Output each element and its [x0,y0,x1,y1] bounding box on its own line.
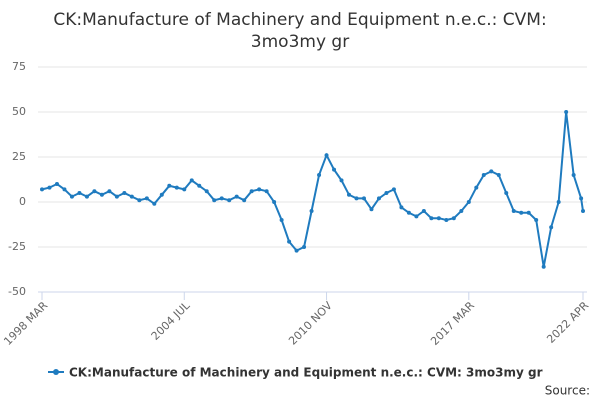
y-tick-label: -50 [8,285,26,298]
y-tick-label: 0 [19,195,26,208]
point [571,173,576,177]
point [197,183,202,188]
point [406,210,411,215]
point [534,218,539,222]
point [47,185,52,190]
legend-marker [53,369,59,375]
point [556,200,561,204]
point [436,216,441,221]
y-tick-label: 75 [12,60,26,73]
point [54,182,59,186]
point [481,173,486,177]
point [511,209,516,213]
y-tick-label: -25 [8,240,26,253]
point [399,205,404,210]
point [219,196,224,201]
point [526,210,531,215]
y-tick-label: 25 [12,150,26,163]
point [234,194,239,199]
point [421,209,426,213]
point [376,196,381,201]
point [99,192,104,197]
point [489,169,494,174]
legend-label: CK:Manufacture of Machinery and Equipmen… [69,366,543,380]
point [361,196,366,201]
point [309,209,314,213]
point [189,178,194,183]
point [152,201,157,206]
point [332,167,337,172]
point [504,191,509,195]
point [474,185,479,190]
point [167,183,172,188]
point [579,196,584,201]
source: Source: [545,384,590,398]
y-tick-label: 50 [12,105,26,118]
point [77,191,82,195]
x-tick-label: 2010 NOV [286,299,335,348]
point [129,194,134,199]
x-tick-label: 2022 APR [544,299,591,346]
point [369,207,374,212]
x-tick-label: 2017 MAR [428,299,477,348]
point [541,264,546,269]
point [339,178,344,183]
point [444,218,449,222]
point [159,192,164,197]
x-tick-label: 2004 JUL [149,298,193,342]
point [212,198,217,203]
point [391,187,396,192]
point [272,200,277,204]
point [227,198,232,203]
point [40,187,44,192]
point [549,225,554,230]
point [414,214,419,219]
point [62,187,67,192]
point [564,110,569,114]
point [317,173,322,177]
point [429,216,434,221]
point [257,187,262,192]
point [459,209,464,213]
point [519,210,524,215]
point [451,216,456,221]
point [107,189,112,194]
point [581,209,585,213]
point [137,198,142,203]
point [294,248,299,253]
point [324,153,329,158]
point [84,194,89,199]
point [354,196,359,201]
chart-title: CK:Manufacture of Machinery and Equipmen… [53,10,546,52]
point [384,191,389,195]
point [92,189,97,194]
point [279,218,284,222]
point [114,194,119,199]
point [174,185,179,190]
point [496,173,501,177]
point [242,198,247,203]
point [264,189,269,194]
point [287,239,292,244]
point [144,196,149,201]
point [249,189,254,194]
point [466,200,471,204]
point [204,189,209,194]
point [302,245,307,249]
point [69,194,74,199]
series-line [41,111,584,267]
point [347,192,352,197]
point [122,191,127,195]
point [182,187,187,192]
x-tick-label: 1998 MAR [1,299,50,348]
